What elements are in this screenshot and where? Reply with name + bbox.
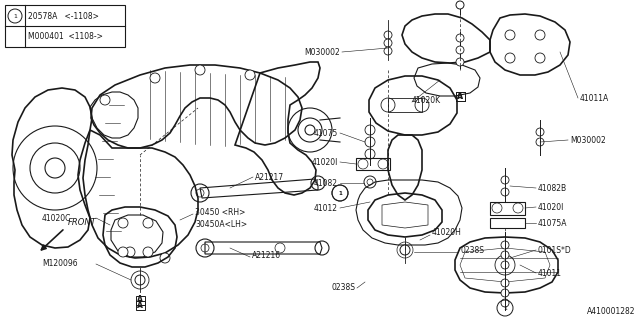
Text: 41011A: 41011A — [580, 93, 609, 102]
Text: A: A — [457, 92, 463, 100]
Bar — [136, 300, 145, 309]
Text: A: A — [457, 92, 463, 100]
Circle shape — [384, 39, 392, 47]
Circle shape — [195, 65, 205, 75]
Text: 41020K: 41020K — [412, 95, 441, 105]
Bar — [136, 295, 145, 305]
Circle shape — [100, 95, 110, 105]
Text: A410001282: A410001282 — [586, 308, 635, 316]
Bar — [5, 5, 125, 47]
Circle shape — [365, 137, 375, 147]
Circle shape — [456, 1, 464, 9]
Text: A: A — [137, 295, 143, 305]
Text: FRONT: FRONT — [68, 218, 97, 227]
Text: 30450A<LH>: 30450A<LH> — [195, 220, 247, 228]
Text: 41020C: 41020C — [42, 213, 72, 222]
Text: M030002: M030002 — [570, 135, 605, 145]
Circle shape — [150, 73, 160, 83]
Text: 0238S: 0238S — [460, 245, 484, 254]
Text: 20578A   <-1108>: 20578A <-1108> — [28, 12, 99, 20]
Circle shape — [456, 46, 464, 54]
Circle shape — [245, 70, 255, 80]
Text: A: A — [137, 300, 143, 309]
Text: 41082B: 41082B — [538, 183, 567, 193]
Circle shape — [501, 176, 509, 184]
Circle shape — [501, 241, 509, 249]
Text: 1: 1 — [13, 13, 17, 19]
Circle shape — [536, 128, 544, 136]
Text: A21216: A21216 — [252, 251, 281, 260]
Text: 0238S: 0238S — [331, 284, 355, 292]
Circle shape — [501, 279, 509, 287]
Circle shape — [536, 138, 544, 146]
Circle shape — [384, 47, 392, 55]
Bar — [456, 92, 465, 100]
Circle shape — [501, 261, 509, 269]
Circle shape — [501, 289, 509, 297]
Text: 41012: 41012 — [314, 204, 338, 212]
Text: 41020H: 41020H — [432, 228, 462, 236]
Text: 41075: 41075 — [314, 129, 338, 138]
Circle shape — [135, 275, 145, 285]
Circle shape — [400, 245, 410, 255]
Circle shape — [501, 299, 509, 307]
Circle shape — [365, 149, 375, 159]
Circle shape — [365, 125, 375, 135]
Text: 0101S*D: 0101S*D — [538, 245, 572, 254]
Text: 1: 1 — [503, 306, 507, 310]
Circle shape — [143, 218, 153, 228]
Text: 1: 1 — [338, 190, 342, 196]
Text: 1: 1 — [338, 190, 342, 196]
Text: 41082: 41082 — [314, 179, 338, 188]
Text: M120096: M120096 — [42, 259, 77, 268]
Text: 30450 <RH>: 30450 <RH> — [195, 207, 245, 217]
Text: 41011: 41011 — [538, 268, 562, 277]
Text: A21217: A21217 — [255, 172, 284, 181]
Circle shape — [125, 247, 135, 257]
Circle shape — [118, 218, 128, 228]
Circle shape — [143, 247, 153, 257]
Circle shape — [118, 247, 128, 257]
Text: M000401  <1108->: M000401 <1108-> — [28, 31, 103, 41]
Text: 41075A: 41075A — [538, 219, 568, 228]
Bar — [456, 92, 465, 100]
Circle shape — [384, 31, 392, 39]
Circle shape — [456, 58, 464, 66]
Circle shape — [501, 188, 509, 196]
Circle shape — [501, 251, 509, 259]
Circle shape — [456, 34, 464, 42]
Text: 41020I: 41020I — [538, 203, 564, 212]
Text: 41020I: 41020I — [312, 157, 338, 166]
Circle shape — [160, 253, 170, 263]
Text: M030002: M030002 — [304, 47, 340, 57]
